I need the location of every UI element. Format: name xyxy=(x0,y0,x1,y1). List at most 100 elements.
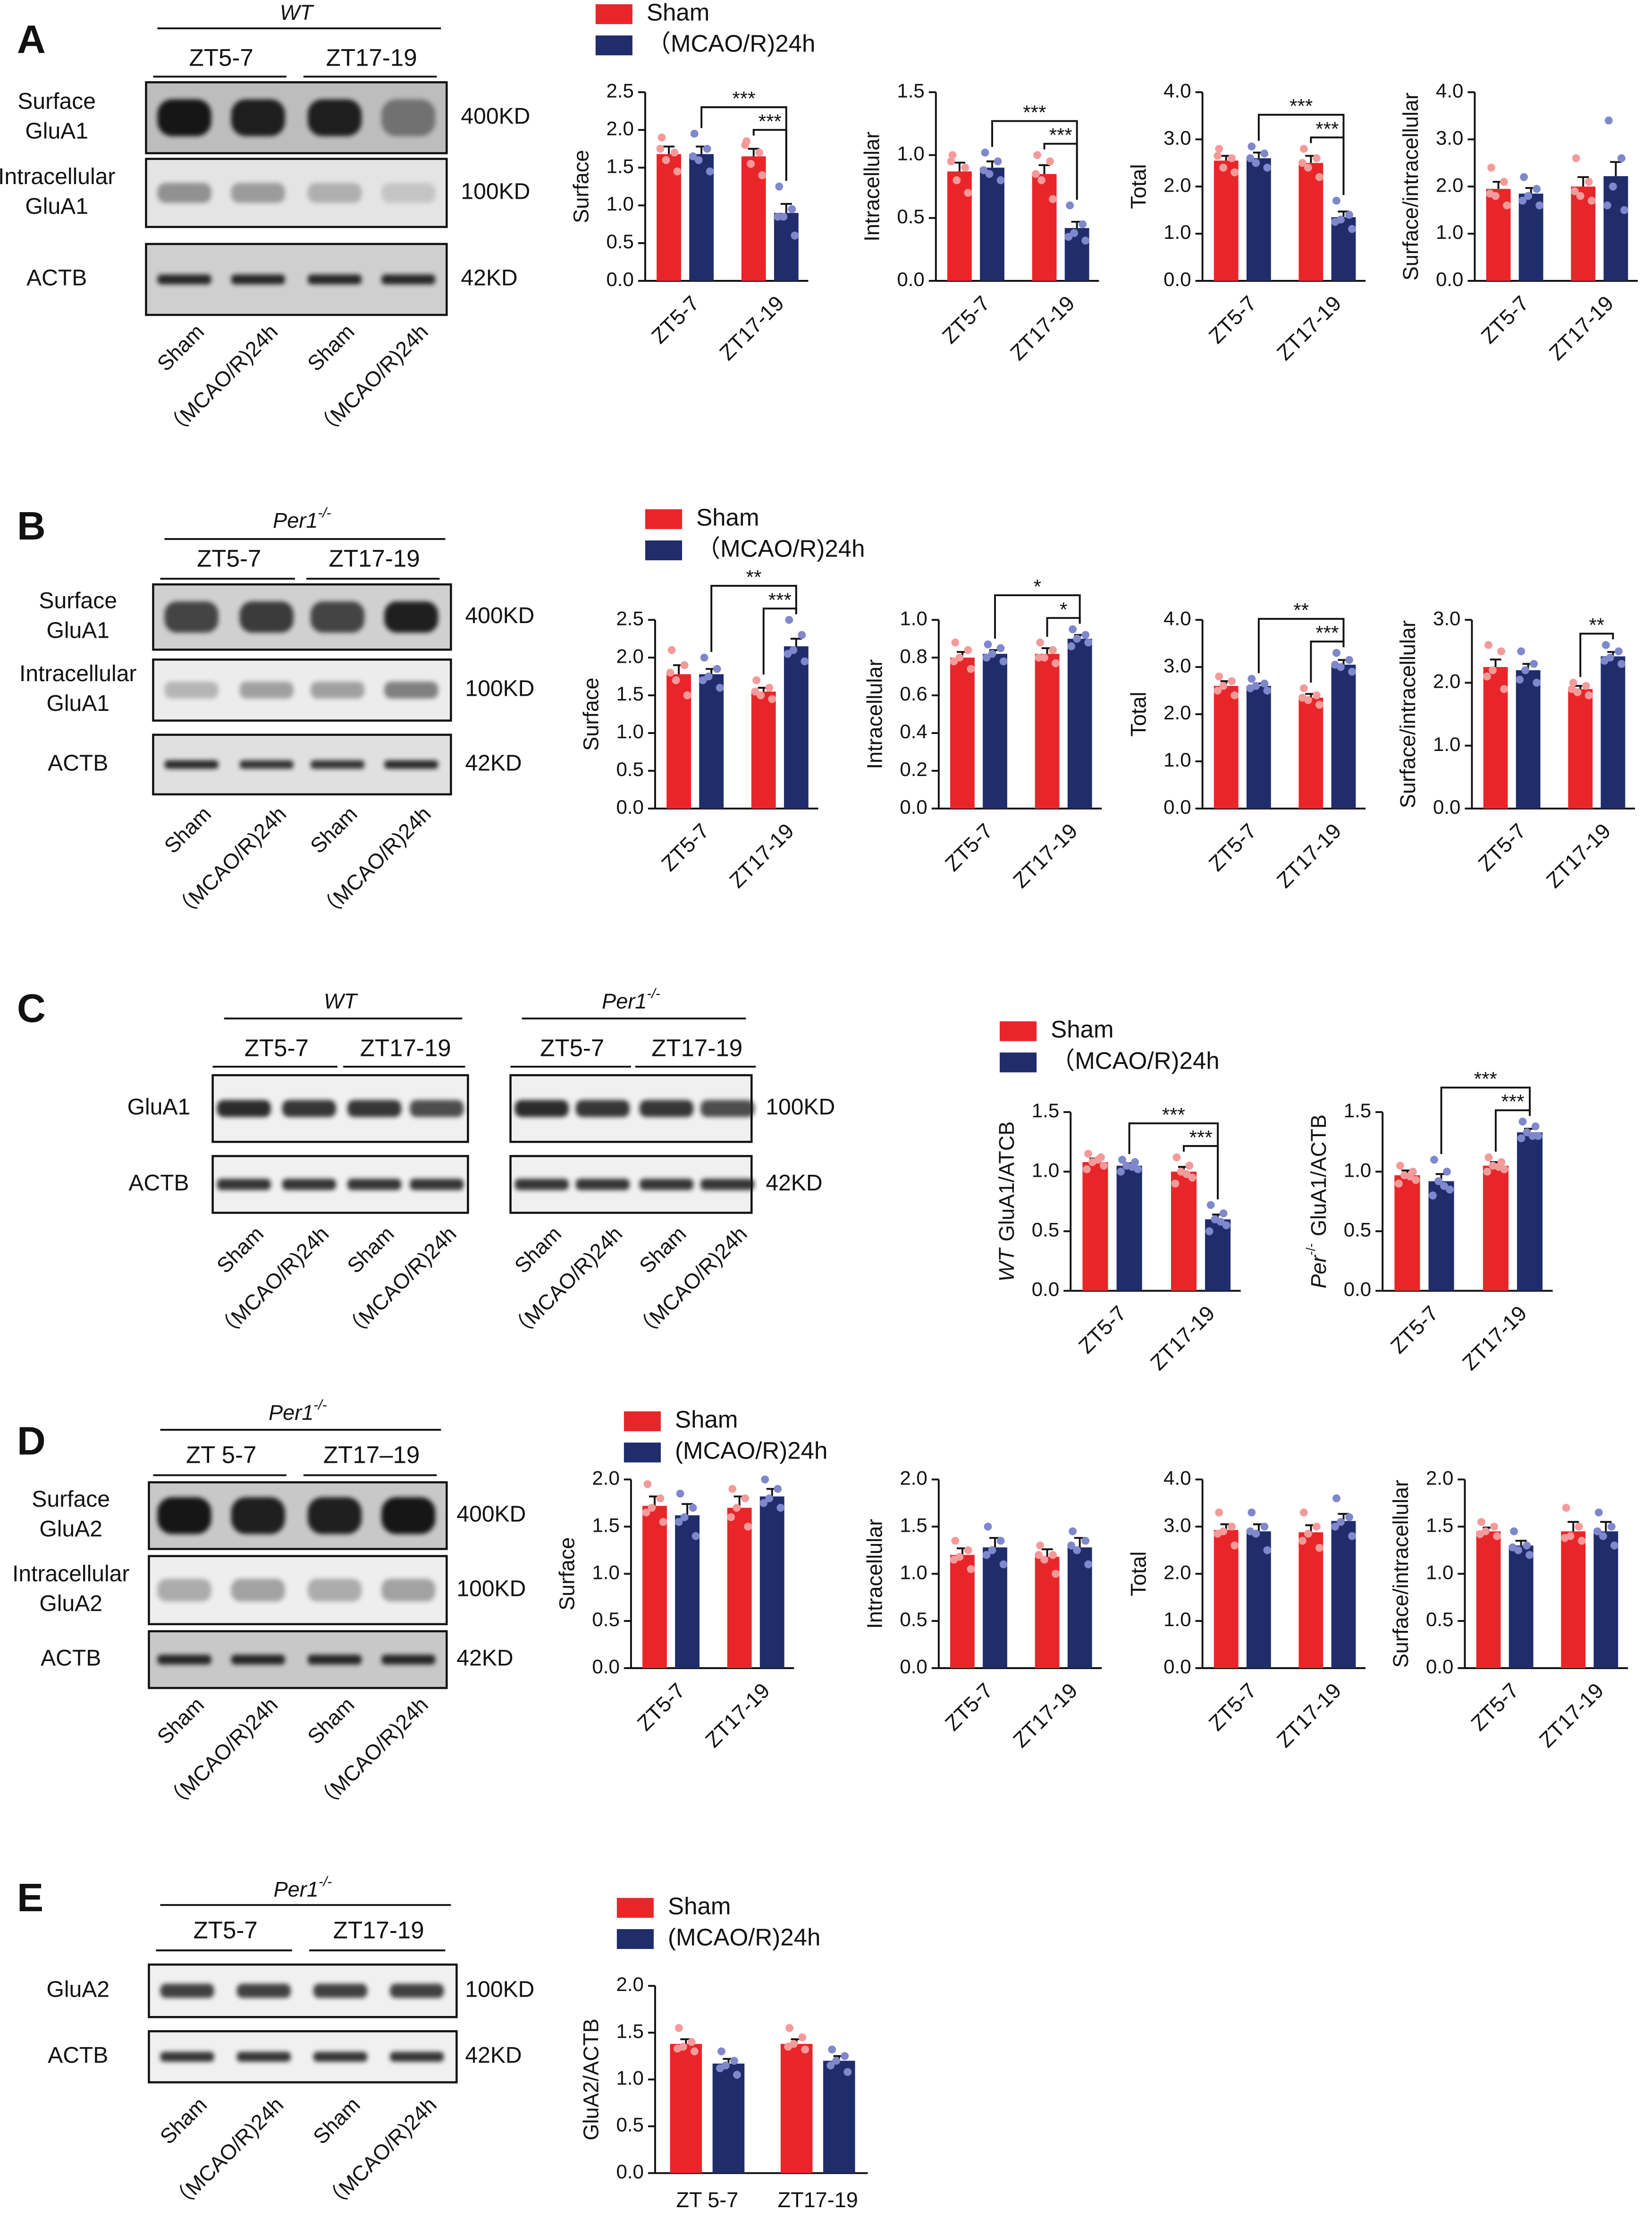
y-tick-label: 2.0 xyxy=(616,645,644,667)
y-axis-label: WT GluA1/ATCB xyxy=(995,1121,1019,1282)
data-point xyxy=(1260,149,1269,158)
bar xyxy=(751,692,776,809)
blot-band xyxy=(307,1497,362,1535)
data-point xyxy=(1331,218,1339,226)
data-point xyxy=(751,687,759,696)
data-point xyxy=(1032,170,1040,178)
data-point xyxy=(994,157,1002,166)
y-label-text: GluA1/ATCB xyxy=(995,1121,1019,1241)
y-tick-label: 0.0 xyxy=(900,1655,927,1678)
y-tick-label: 3.0 xyxy=(1163,1514,1191,1536)
data-point xyxy=(1228,1522,1236,1531)
data-point xyxy=(1231,168,1239,177)
bar xyxy=(1116,1165,1142,1291)
data-point xyxy=(747,160,755,168)
significance-label: * xyxy=(1060,598,1067,620)
data-point xyxy=(1430,1156,1438,1164)
bar xyxy=(774,213,799,281)
data-point xyxy=(1036,638,1044,647)
blot-band xyxy=(239,760,294,769)
genotype-superscript: -/- xyxy=(313,1397,327,1413)
data-point xyxy=(1533,679,1541,687)
blot-band xyxy=(514,1179,569,1190)
data-point xyxy=(1617,660,1626,668)
significance-label: *** xyxy=(768,589,792,611)
y-axis-label: Surface/intracellular xyxy=(1396,620,1420,808)
data-point xyxy=(1066,201,1074,210)
data-point xyxy=(1118,1156,1127,1164)
group-label: ZT5-7 xyxy=(244,1034,309,1061)
y-axis-label: Surface xyxy=(579,677,603,751)
data-point xyxy=(1587,196,1596,205)
significance-bracket xyxy=(710,585,797,652)
data-point xyxy=(1304,1529,1312,1538)
y-tick-label: 1.0 xyxy=(1163,749,1191,771)
blot-band xyxy=(347,1179,402,1190)
blot-band xyxy=(231,1497,285,1535)
data-point xyxy=(801,2045,809,2054)
legend-label: Sham xyxy=(696,504,759,531)
data-point xyxy=(1568,685,1576,693)
data-point xyxy=(1070,229,1079,237)
data-point xyxy=(1533,185,1541,193)
data-point xyxy=(1206,1201,1215,1209)
data-point xyxy=(798,631,806,639)
bar xyxy=(1298,163,1323,281)
data-point xyxy=(1036,1541,1044,1550)
data-point xyxy=(948,151,957,159)
y-tick-label: 2.0 xyxy=(1433,670,1460,692)
data-point xyxy=(690,129,699,138)
blot-band xyxy=(310,681,365,699)
legend-label: Sham xyxy=(675,1406,738,1433)
molecular-weight: 42KD xyxy=(456,1645,513,1671)
data-point xyxy=(985,170,994,178)
y-tick-label: 0.5 xyxy=(1344,1219,1371,1241)
y-tick-label: 0.5 xyxy=(1426,1608,1453,1630)
y-tick-label: 1.0 xyxy=(1436,221,1463,243)
data-point xyxy=(1260,679,1269,688)
bar xyxy=(947,171,972,281)
data-point xyxy=(1517,1134,1526,1142)
data-point xyxy=(713,665,721,673)
group-label: ZT17–19 xyxy=(323,1442,420,1468)
data-point xyxy=(1526,1551,1534,1559)
data-point xyxy=(1406,1172,1414,1181)
blot-band xyxy=(282,1100,337,1117)
data-point xyxy=(961,163,969,172)
data-point xyxy=(1052,659,1060,667)
blot-band xyxy=(347,1100,402,1117)
blot-band xyxy=(307,183,362,203)
row-label: Surface xyxy=(17,89,96,114)
data-point xyxy=(1188,1173,1197,1182)
bar xyxy=(983,654,1007,809)
blot-band xyxy=(231,183,285,203)
data-point xyxy=(1219,1209,1228,1217)
data-point xyxy=(1395,1180,1403,1188)
data-point xyxy=(1128,1163,1137,1171)
x-tick-label: ZT 5-7 xyxy=(676,2188,738,2212)
significance-bracket xyxy=(994,594,1081,639)
y-tick-label: 0.6 xyxy=(900,683,927,705)
blot-band xyxy=(307,274,362,285)
significance-bracket xyxy=(1440,1087,1531,1154)
bar xyxy=(1476,1531,1501,1668)
error-bar xyxy=(1041,1548,1053,1557)
blot-band xyxy=(390,2051,444,2062)
error-bar xyxy=(748,148,759,157)
data-point xyxy=(1073,634,1081,643)
data-point xyxy=(1560,1534,1569,1542)
data-point xyxy=(1049,1551,1057,1559)
panel-letter: B xyxy=(17,504,46,548)
data-point xyxy=(947,157,955,166)
data-point xyxy=(768,695,776,703)
significance-bracket xyxy=(700,106,787,181)
data-point xyxy=(759,1499,768,1507)
row-label: Surface xyxy=(39,588,117,613)
data-point xyxy=(1049,195,1057,203)
data-point xyxy=(680,1513,689,1521)
data-point xyxy=(1528,1132,1537,1140)
data-point xyxy=(1049,646,1057,654)
data-point xyxy=(1487,163,1495,172)
data-point xyxy=(717,2047,725,2056)
group-label: ZT5-7 xyxy=(189,44,253,71)
